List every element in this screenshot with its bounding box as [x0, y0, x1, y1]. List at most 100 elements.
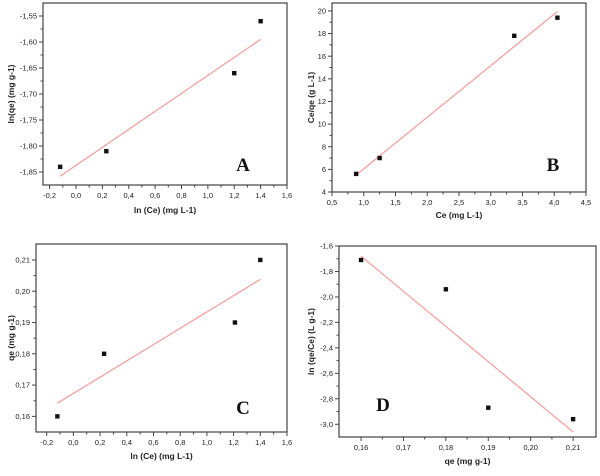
x-tick-label: 0,4 [124, 191, 134, 200]
chart-panel-b: 0,5 1,0 1,5 2,0 2,5 3,0 3,5 4,0 4,5 4 6 8 10 12 14 16 18… [306, 2, 591, 220]
y-tick-label: 0,20 [15, 287, 30, 296]
x-tick-label: 1,5 [390, 198, 400, 207]
x-tick-label: 1,0 [202, 438, 212, 447]
x-tick-label: 0,8 [176, 191, 186, 200]
x-tick-label: 0,17 [396, 443, 411, 452]
data-point [101, 351, 107, 356]
x-axis-label: qe (mg g-1) [445, 456, 491, 466]
y-tick-label: -1,6 [320, 242, 333, 251]
x-tick-label: 2,0 [422, 198, 432, 207]
x-tick-label: 1,4 [255, 191, 265, 200]
x-tick-label: 4,0 [549, 198, 559, 207]
y-tick-label: 18 [318, 29, 326, 38]
x-tick-label: 1,6 [282, 438, 292, 447]
y-tick-label: 0,19 [15, 318, 30, 327]
panel-label: C [236, 398, 250, 419]
y-axis-label: Ce/qe (g L-1) [306, 72, 316, 124]
y-tick-label: -1,75 [20, 116, 37, 125]
y-tick-label: -1,85 [20, 168, 37, 177]
x-tick-label: 0,2 [95, 438, 105, 447]
x-tick-label: -0,2 [40, 438, 53, 447]
x-tick-label: 0,19 [481, 443, 496, 452]
x-tick-label: 0,0 [71, 191, 81, 200]
y-tick-label: -1,65 [20, 64, 37, 73]
panel-label: B [547, 155, 560, 176]
data-point [104, 149, 109, 154]
x-tick-label: 0,21 [566, 443, 581, 452]
x-tick-label: 3,0 [486, 198, 496, 207]
data-point [55, 414, 60, 419]
y-tick-label: 12 [318, 97, 326, 106]
y-tick-label: 6 [322, 165, 326, 174]
x-tick-label: 0,0 [68, 438, 78, 447]
y-tick-label: 0,16 [15, 412, 30, 421]
y-tick-label: 0,18 [15, 349, 30, 358]
y-tick-label: 4 [322, 188, 326, 197]
x-tick-label: 1,2 [228, 438, 238, 447]
y-tick-label: 14 [318, 74, 326, 83]
x-tick-label: 1,0 [359, 198, 369, 207]
data-point [486, 405, 491, 410]
y-tick-label: -1,60 [20, 38, 37, 47]
data-point [258, 19, 263, 24]
panel-label: D [376, 395, 390, 416]
chart-panel-c: -0,2 0,0 0,2 0,4 0,6 0,8 1,0 1,2 1,4 1,6 0,16 0,17 0… [6, 243, 292, 461]
x-tick-label: 0,6 [150, 191, 160, 200]
x-tick-label: 0,8 [175, 438, 185, 447]
y-tick-label: -2,8 [320, 394, 333, 403]
x-tick-label: 0,20 [523, 443, 538, 452]
chart-panel-a: -0,2 0,0 0,2 0,4 0,6 0,8 1,0 1,2 1,4 1,6 -1,85 -1,8… [6, 2, 292, 215]
y-tick-label: -3,0 [320, 420, 333, 429]
y-axis-label: ln (qe/Ce) (L g-1) [306, 308, 316, 375]
x-tick-label: 0,16 [354, 443, 369, 452]
fit-line [57, 278, 261, 404]
y-tick-label: 16 [318, 52, 326, 61]
x-tick-label: 0,5 [327, 198, 337, 207]
data-point [443, 287, 449, 292]
data-point [232, 320, 238, 325]
fit-line [59, 38, 261, 177]
y-tick-label: 0,17 [15, 381, 30, 390]
y-axis-label: qe (mg g-1) [6, 315, 16, 361]
y-tick-label: -1,80 [20, 142, 37, 151]
fit-line [355, 10, 558, 176]
y-tick-label: -2,0 [320, 293, 333, 302]
y-tick-label: 20 [318, 7, 326, 16]
x-tick-label: 1,2 [229, 191, 239, 200]
data-point [232, 71, 237, 76]
x-tick-label: -0,2 [43, 191, 56, 200]
x-tick-label: 1,0 [203, 191, 213, 200]
y-tick-label: 8 [322, 142, 326, 151]
x-axis-label: Ce (mg L-1) [436, 210, 483, 220]
x-tick-label: 1,6 [282, 191, 292, 200]
y-tick-label: -1,55 [20, 12, 37, 21]
data-point [353, 171, 359, 177]
data-point [377, 155, 382, 161]
chart-panel-d: 0,16 0,17 0,18 0,19 0,20 0,21 -3,0 -2,8 -2,6 -2,4… [306, 242, 597, 466]
x-tick-label: 0,2 [97, 191, 107, 200]
x-tick-label: 3,5 [517, 198, 527, 207]
x-axis-label: ln (Ce) (mg L-1) [130, 451, 192, 461]
y-tick-label: -1,70 [20, 90, 37, 99]
y-tick-label: -2,4 [320, 343, 333, 352]
x-tick-label: 0,18 [439, 443, 454, 452]
x-axis-label: ln (Ce) (mg L-1) [134, 205, 196, 215]
y-tick-label: 10 [318, 120, 326, 129]
data-point [555, 15, 560, 20]
panel-label: A [236, 155, 250, 176]
data-point [258, 257, 263, 263]
x-tick-label: 2,5 [454, 198, 464, 207]
data-point [57, 164, 63, 169]
fit-line [360, 255, 574, 433]
x-tick-label: 1,4 [255, 438, 265, 447]
data-point [570, 416, 576, 422]
y-tick-label: -2,2 [320, 318, 333, 327]
y-tick-label: -1,8 [320, 267, 333, 276]
x-tick-label: 0,4 [122, 438, 132, 447]
y-tick-label: -2,6 [320, 369, 333, 378]
plot-frame [42, 2, 288, 186]
x-tick-label: 0,6 [148, 438, 158, 447]
y-tick-label: 0,21 [15, 256, 30, 265]
data-point [358, 257, 364, 263]
